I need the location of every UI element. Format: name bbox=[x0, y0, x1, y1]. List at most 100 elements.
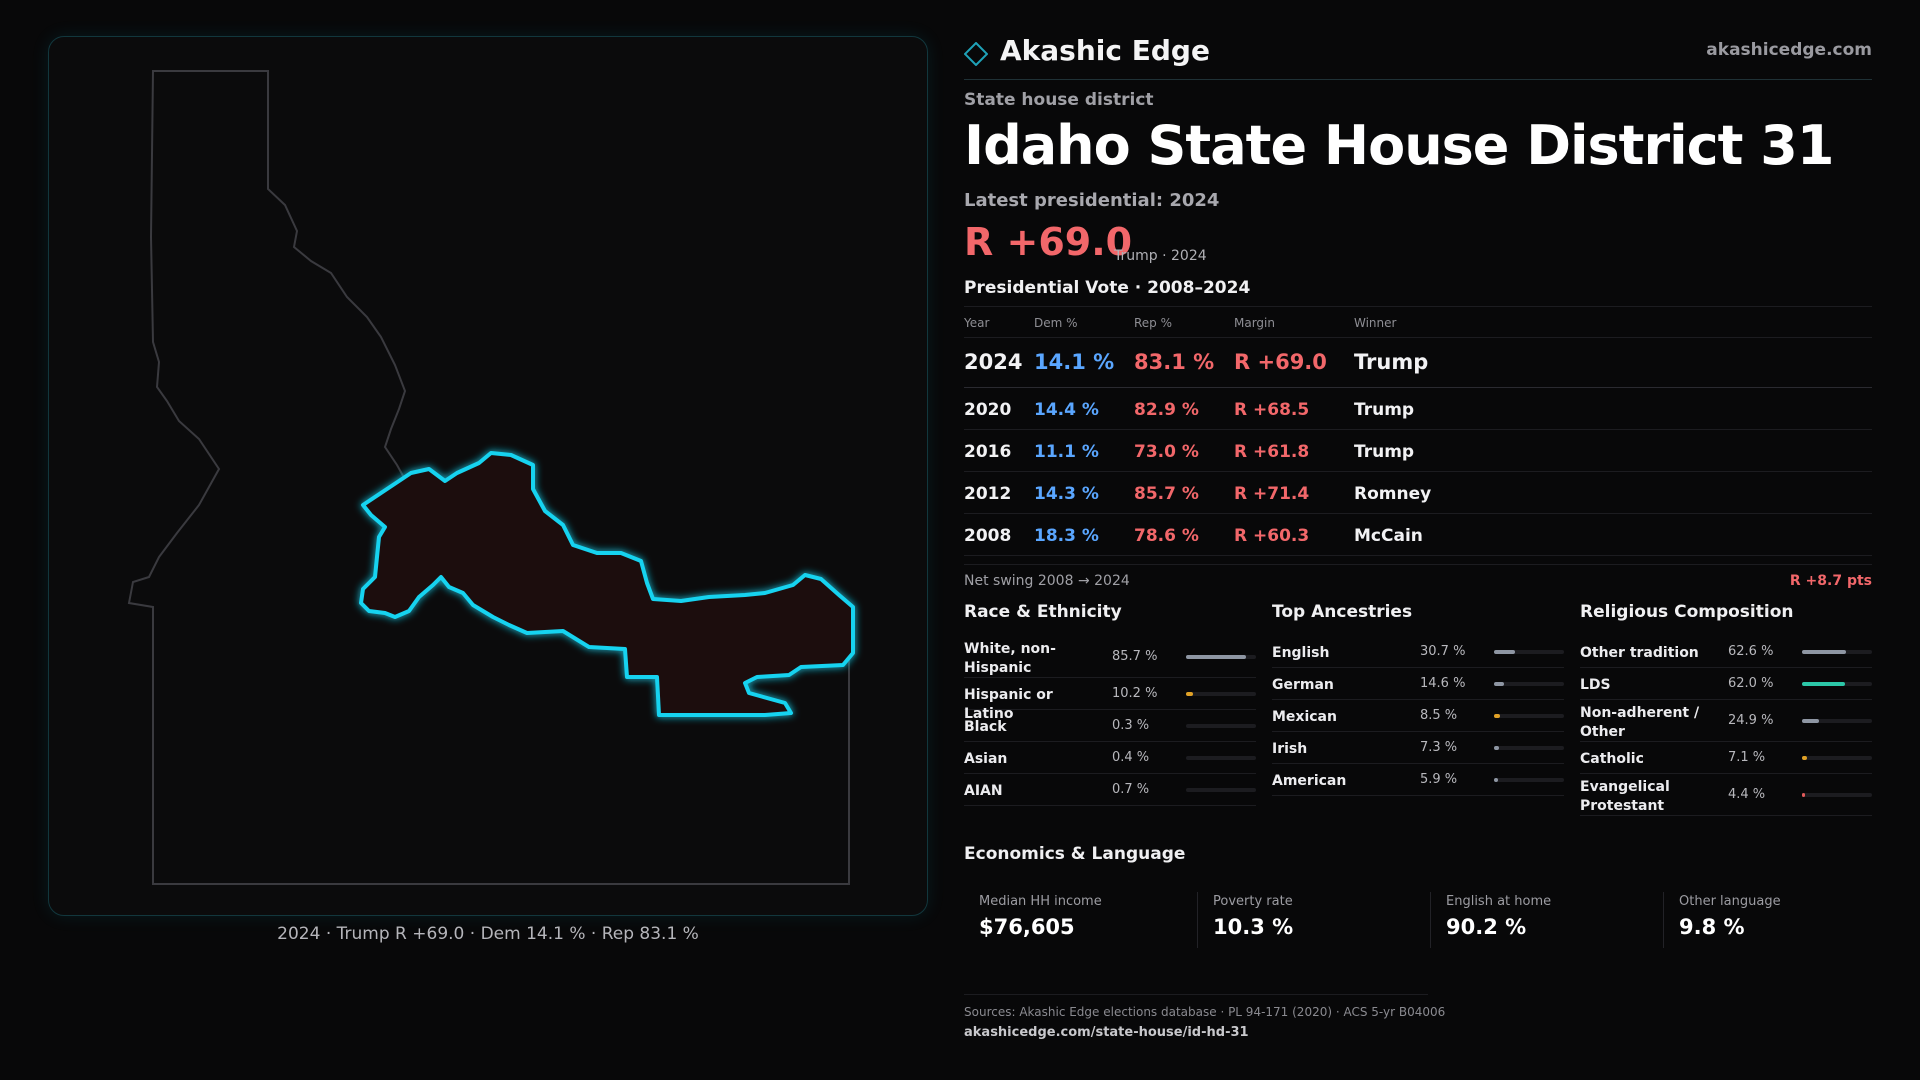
section-title: Top Ancestries bbox=[1272, 602, 1413, 622]
item-label: Asian bbox=[964, 751, 1008, 767]
item-label: White, non-Hispanic bbox=[964, 641, 1056, 676]
row-winner: McCain bbox=[1354, 526, 1423, 546]
row-rep: 78.6 % bbox=[1134, 526, 1199, 546]
bar-track bbox=[1802, 719, 1872, 723]
item-label: Non-adherent / Other bbox=[1580, 705, 1700, 740]
list-item: Evangelical Protestant 4.4 % bbox=[1580, 774, 1872, 816]
row-year: 2024 bbox=[964, 350, 1023, 374]
item-value: 4.4 % bbox=[1728, 787, 1766, 802]
list-item: Non-adherent / Other 24.9 % bbox=[1580, 700, 1872, 742]
bar-track bbox=[1802, 682, 1872, 686]
list-item: White, non-Hispanic 85.7 % bbox=[964, 636, 1256, 678]
bar-track bbox=[1494, 778, 1564, 782]
stat-value: 90.2 % bbox=[1446, 915, 1527, 939]
district-31-outline bbox=[359, 451, 855, 717]
bar-fill bbox=[1186, 788, 1189, 792]
item-label: AIAN bbox=[964, 783, 1003, 799]
source-url-link[interactable]: akashicedge.com/state-house/id-hd-31 bbox=[964, 1025, 1249, 1040]
column-header-margin: Margin bbox=[1234, 316, 1275, 330]
row-margin: R +71.4 bbox=[1234, 484, 1310, 504]
list-item: Black 0.3 % bbox=[964, 710, 1256, 742]
row-dem: 11.1 % bbox=[1034, 442, 1099, 462]
bar-fill bbox=[1802, 719, 1820, 723]
item-label: Irish bbox=[1272, 741, 1308, 757]
bar-track bbox=[1802, 793, 1872, 797]
stat-label: Other language bbox=[1679, 894, 1781, 909]
bar-track bbox=[1494, 714, 1564, 718]
item-label: LDS bbox=[1580, 677, 1611, 693]
idaho-map-svg bbox=[127, 70, 855, 885]
list-item: American 5.9 % bbox=[1272, 764, 1564, 796]
page-title: Idaho State House District 31 bbox=[964, 114, 1834, 177]
religious-composition-section: Religious Composition Other tradition 62… bbox=[1580, 602, 1872, 816]
bar-fill bbox=[1494, 682, 1505, 686]
economics-title: Economics & Language bbox=[964, 844, 1186, 864]
table-row: 2016 11.1 % 73.0 % R +61.8 Trump bbox=[964, 430, 1872, 472]
list-item: Irish 7.3 % bbox=[1272, 732, 1564, 764]
item-value: 0.7 % bbox=[1112, 782, 1150, 797]
section-title: Religious Composition bbox=[1580, 602, 1794, 622]
section-title: Race & Ethnicity bbox=[964, 602, 1122, 622]
bar-fill bbox=[1494, 650, 1516, 654]
row-margin: R +69.0 bbox=[1234, 350, 1327, 374]
item-label: American bbox=[1272, 773, 1347, 789]
row-dem: 14.3 % bbox=[1034, 484, 1099, 504]
list-item: Hispanic or Latino 10.2 % bbox=[964, 678, 1256, 722]
brand-name: Akashic Edge bbox=[1000, 34, 1210, 67]
bar-track bbox=[1802, 650, 1872, 654]
item-value: 7.3 % bbox=[1420, 740, 1458, 755]
item-label: Evangelical Protestant bbox=[1580, 779, 1670, 814]
column-header-rep: Rep % bbox=[1134, 316, 1173, 330]
bar-fill bbox=[1494, 746, 1500, 750]
bar-track bbox=[1186, 724, 1256, 728]
stat-label: Poverty rate bbox=[1213, 894, 1293, 909]
column-header-winner: Winner bbox=[1354, 316, 1397, 330]
stat-label: Median HH income bbox=[979, 894, 1102, 909]
bar-fill bbox=[1802, 650, 1846, 654]
item-value: 0.4 % bbox=[1112, 750, 1150, 765]
table-row: 2012 14.3 % 85.7 % R +71.4 Romney bbox=[964, 472, 1872, 514]
bar-track bbox=[1494, 650, 1564, 654]
row-dem: 14.1 % bbox=[1034, 350, 1115, 374]
stat-median-income: Median HH income $76,605 bbox=[964, 892, 1191, 948]
item-value: 14.6 % bbox=[1420, 676, 1466, 691]
item-value: 7.1 % bbox=[1728, 750, 1766, 765]
district-type: State house district bbox=[964, 90, 1154, 110]
district-map bbox=[48, 36, 928, 916]
brand-header: Akashic Edge akashicedge.com bbox=[964, 30, 1872, 80]
item-value: 30.7 % bbox=[1420, 644, 1466, 659]
stat-english-at-home: English at home 90.2 % bbox=[1430, 892, 1657, 948]
bar-fill bbox=[1802, 756, 1807, 760]
bar-fill bbox=[1802, 793, 1806, 797]
row-margin: R +68.5 bbox=[1234, 400, 1310, 420]
sources: Sources: Akashic Edge elections database… bbox=[964, 994, 1446, 1040]
district-profile: Akashic Edge akashicedge.com State house… bbox=[964, 30, 1872, 1060]
list-item: English 30.7 % bbox=[1272, 636, 1564, 668]
column-header-year: Year bbox=[964, 316, 990, 330]
race-ethnicity-section: Race & Ethnicity White, non-Hispanic 85.… bbox=[964, 602, 1256, 806]
list-item: Mexican 8.5 % bbox=[1272, 700, 1564, 732]
bar-fill bbox=[1494, 778, 1499, 782]
sources-text: Sources: Akashic Edge elections database… bbox=[964, 1005, 1446, 1019]
stat-other-language: Other language 9.8 % bbox=[1663, 892, 1890, 948]
list-item: Other tradition 62.6 % bbox=[1580, 636, 1872, 668]
row-winner: Trump bbox=[1354, 350, 1429, 374]
latest-margin: R +69.0 bbox=[964, 220, 1133, 264]
bar-fill bbox=[1802, 682, 1846, 686]
presidential-vote-table: Year Dem % Rep % Margin Winner 2024 14.1… bbox=[964, 306, 1872, 556]
bar-fill bbox=[1494, 714, 1500, 718]
item-label: Other tradition bbox=[1580, 645, 1699, 661]
item-value: 85.7 % bbox=[1112, 649, 1158, 664]
bar-fill bbox=[1186, 724, 1189, 728]
table-row: 2024 14.1 % 83.1 % R +69.0 Trump bbox=[964, 338, 1872, 388]
row-rep: 82.9 % bbox=[1134, 400, 1199, 420]
row-margin: R +61.8 bbox=[1234, 442, 1310, 462]
latest-margin-sub: Trump · 2024 bbox=[1114, 248, 1207, 264]
item-label: German bbox=[1272, 677, 1334, 693]
row-rep: 83.1 % bbox=[1134, 350, 1215, 374]
item-value: 62.6 % bbox=[1728, 644, 1774, 659]
brand-site-link[interactable]: akashicedge.com bbox=[1706, 40, 1872, 60]
list-item: AIAN 0.7 % bbox=[964, 774, 1256, 806]
item-label: Black bbox=[964, 719, 1007, 735]
item-label: Hispanic or Latino bbox=[964, 687, 1053, 722]
